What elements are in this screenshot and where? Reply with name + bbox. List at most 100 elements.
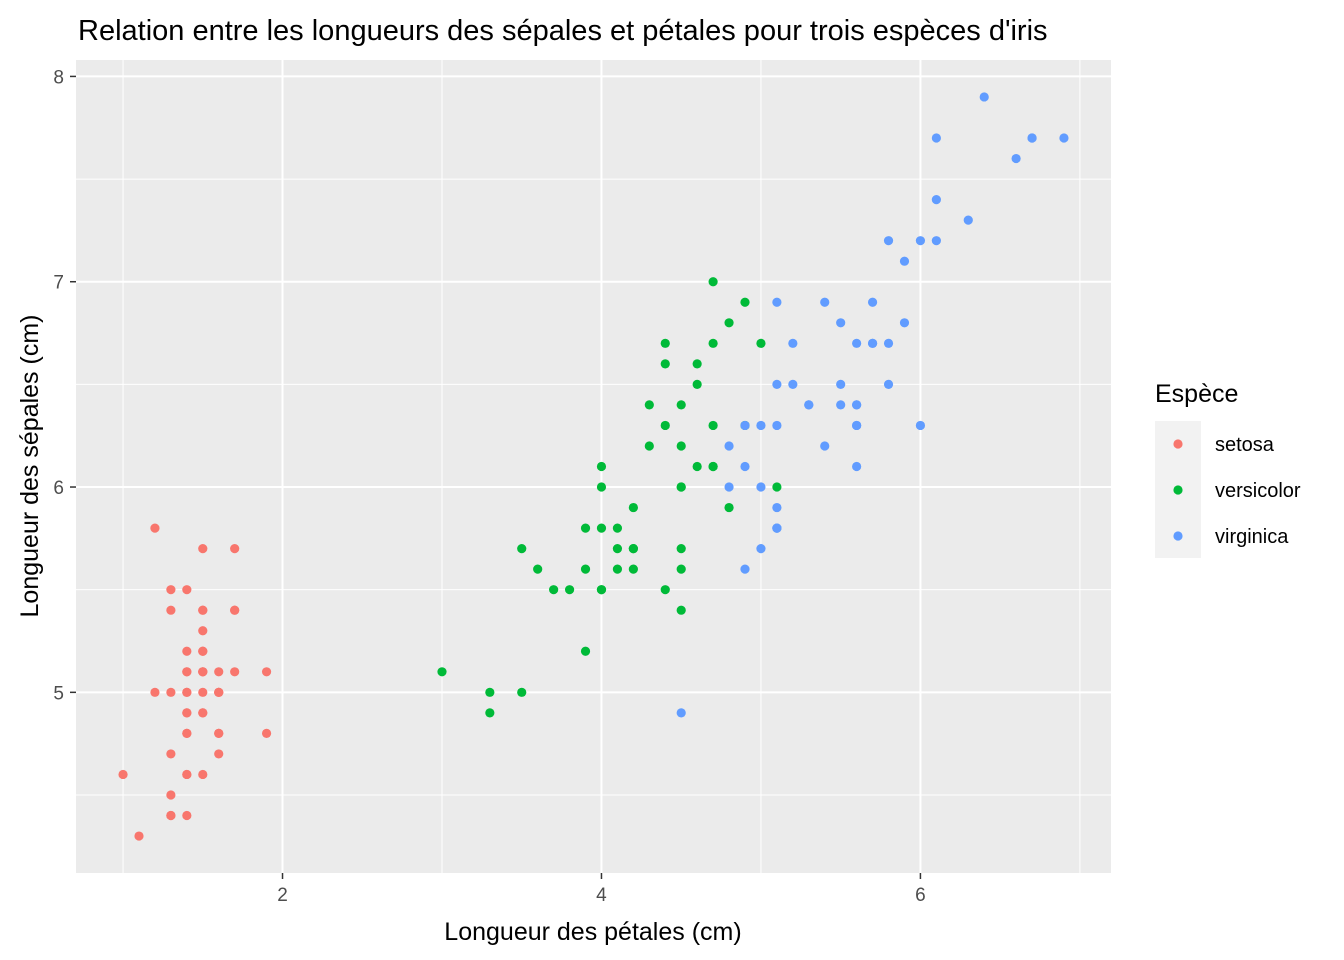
y-tick-label-0: 5 — [53, 683, 64, 704]
minor-gridlines — [76, 60, 1111, 873]
chart-title: Relation entre les longueurs des sépales… — [78, 15, 1048, 47]
point-virginica-30 — [931, 195, 941, 205]
point-virginica-15 — [804, 400, 814, 410]
point-versicolor-18 — [676, 441, 686, 451]
point-virginica-29 — [883, 236, 894, 246]
point-virginica-7 — [963, 215, 973, 225]
point-versicolor-19 — [580, 564, 591, 574]
point-versicolor-5 — [676, 544, 686, 554]
point-setosa-41 — [166, 790, 176, 800]
y-axis-title: Longueur des sépales (cm) — [16, 315, 44, 618]
point-virginica-22 — [1027, 133, 1037, 143]
point-setosa-18 — [230, 544, 240, 554]
point-virginica-42 — [772, 523, 782, 533]
point-setosa-35 — [150, 687, 160, 697]
point-versicolor-6 — [708, 420, 718, 431]
point-versicolor-23 — [708, 461, 718, 472]
point-virginica-20 — [867, 297, 878, 307]
y-tick-labels: 5 6 7 8 — [53, 67, 64, 704]
point-virginica-26 — [724, 441, 734, 451]
point-versicolor-24 — [644, 400, 654, 410]
point-versicolor-39 — [596, 585, 607, 595]
point-virginica-0 — [915, 420, 926, 431]
point-versicolor-26 — [724, 318, 734, 328]
point-virginica-25 — [915, 236, 926, 246]
point-virginica-35 — [931, 133, 941, 143]
y-tick-label-2: 7 — [53, 273, 64, 294]
point-versicolor-32 — [580, 523, 591, 533]
point-virginica-27 — [740, 461, 750, 472]
point-versicolor-15 — [660, 338, 670, 348]
point-versicolor-48 — [437, 667, 447, 677]
point-setosa-15 — [198, 544, 208, 554]
point-setosa-33 — [182, 585, 192, 595]
point-versicolor-49 — [612, 544, 623, 554]
point-setosa-45 — [182, 728, 192, 738]
point-virginica-36 — [852, 420, 862, 431]
point-setosa-3 — [198, 769, 208, 780]
point-setosa-34 — [198, 708, 208, 718]
point-versicolor-44 — [628, 564, 638, 574]
point-virginica-21 — [740, 564, 750, 574]
point-virginica-46 — [756, 420, 766, 431]
point-virginica-37 — [836, 400, 846, 410]
point-versicolor-27 — [756, 338, 766, 348]
point-virginica-41 — [772, 297, 782, 307]
legend-key-virginica — [1173, 531, 1183, 541]
point-setosa-2 — [166, 749, 176, 759]
point-versicolor-47 — [644, 441, 654, 451]
point-versicolor-2 — [740, 297, 750, 307]
point-virginica-39 — [820, 297, 830, 307]
point-virginica-40 — [852, 338, 862, 348]
y-tick-label-3: 8 — [53, 67, 64, 88]
legend-key-versicolor — [1173, 485, 1183, 495]
point-versicolor-42 — [596, 523, 607, 533]
point-setosa-47 — [182, 769, 192, 780]
point-virginica-9 — [931, 236, 941, 246]
legend-title: Espèce — [1155, 380, 1238, 408]
point-virginica-12 — [836, 318, 846, 328]
point-setosa-49 — [182, 687, 192, 697]
x-tick-label-0: 2 — [277, 885, 288, 906]
point-setosa-43 — [214, 687, 224, 697]
point-setosa-39 — [198, 667, 208, 677]
point-virginica-34 — [852, 461, 862, 472]
point-versicolor-36 — [708, 338, 718, 348]
point-versicolor-31 — [549, 585, 559, 595]
point-setosa-37 — [182, 708, 192, 718]
point-versicolor-12 — [596, 482, 607, 492]
point-versicolor-30 — [564, 585, 575, 595]
point-versicolor-17 — [612, 523, 623, 533]
point-versicolor-20 — [724, 502, 734, 513]
point-virginica-43 — [899, 318, 910, 328]
point-setosa-42 — [166, 810, 176, 821]
point-virginica-13 — [756, 544, 766, 554]
point-versicolor-10 — [517, 687, 527, 697]
point-setosa-24 — [261, 728, 272, 738]
point-versicolor-4 — [692, 379, 702, 389]
point-virginica-6 — [676, 708, 686, 718]
point-versicolor-43 — [485, 687, 495, 697]
data-points — [118, 92, 1069, 841]
major-gridlines — [76, 60, 1111, 873]
point-versicolor-40 — [660, 585, 670, 595]
point-virginica-8 — [883, 338, 894, 348]
point-setosa-14 — [150, 523, 160, 533]
legend-label-versicolor: versicolor — [1215, 480, 1301, 502]
plot-panel — [76, 60, 1111, 873]
point-virginica-16 — [836, 379, 846, 389]
point-versicolor-38 — [612, 564, 623, 574]
point-versicolor-1 — [676, 400, 686, 410]
point-setosa-36 — [166, 585, 176, 595]
point-virginica-18 — [1059, 133, 1069, 143]
x-tick-label-2: 6 — [915, 885, 926, 906]
point-versicolor-16 — [676, 564, 686, 574]
point-virginica-33 — [772, 420, 782, 431]
point-setosa-31 — [198, 605, 208, 615]
point-versicolor-0 — [708, 277, 718, 287]
point-virginica-49 — [772, 502, 782, 513]
point-versicolor-7 — [485, 708, 495, 718]
point-virginica-23 — [740, 420, 750, 431]
legend-key-setosa — [1173, 439, 1183, 449]
point-setosa-22 — [118, 769, 128, 780]
